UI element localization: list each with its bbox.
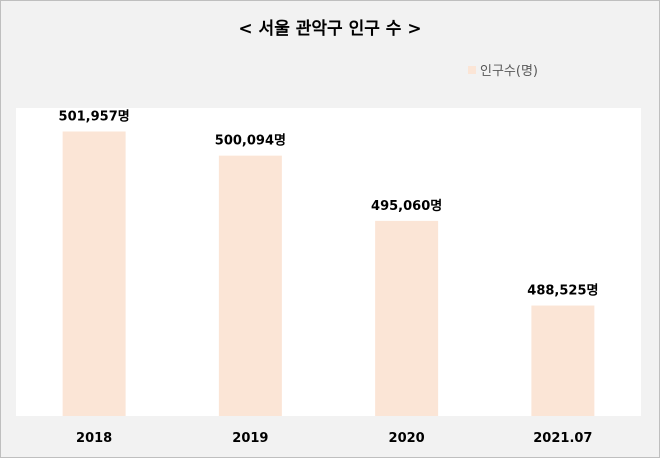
bar-2020 <box>375 220 439 416</box>
data-label-2021.07: 488,525명 <box>527 283 598 299</box>
x-tick-label-2021.07: 2021.07 <box>533 431 592 446</box>
bar-2021.07 <box>531 305 595 416</box>
chart-title: < 서울 관악구 인구 수 > <box>238 19 422 39</box>
bar-2019 <box>218 155 282 416</box>
legend-label: 인구수(명) <box>480 64 538 79</box>
bar-2018 <box>62 131 126 416</box>
x-tick-label-2019: 2019 <box>232 431 268 446</box>
legend-swatch <box>468 65 476 74</box>
data-label-2019: 500,094명 <box>215 133 286 149</box>
data-label-2018: 501,957명 <box>59 109 130 125</box>
data-label-2020: 495,060명 <box>371 198 442 214</box>
x-tick-label-2020: 2020 <box>389 431 425 446</box>
legend: 인구수(명) <box>468 60 538 79</box>
x-tick-label-2018: 2018 <box>76 431 112 446</box>
